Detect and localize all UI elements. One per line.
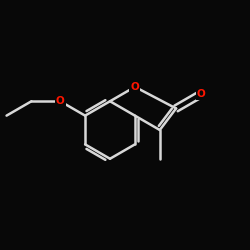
Text: O: O — [196, 89, 205, 99]
Text: O: O — [56, 96, 64, 106]
Text: O: O — [130, 82, 139, 92]
